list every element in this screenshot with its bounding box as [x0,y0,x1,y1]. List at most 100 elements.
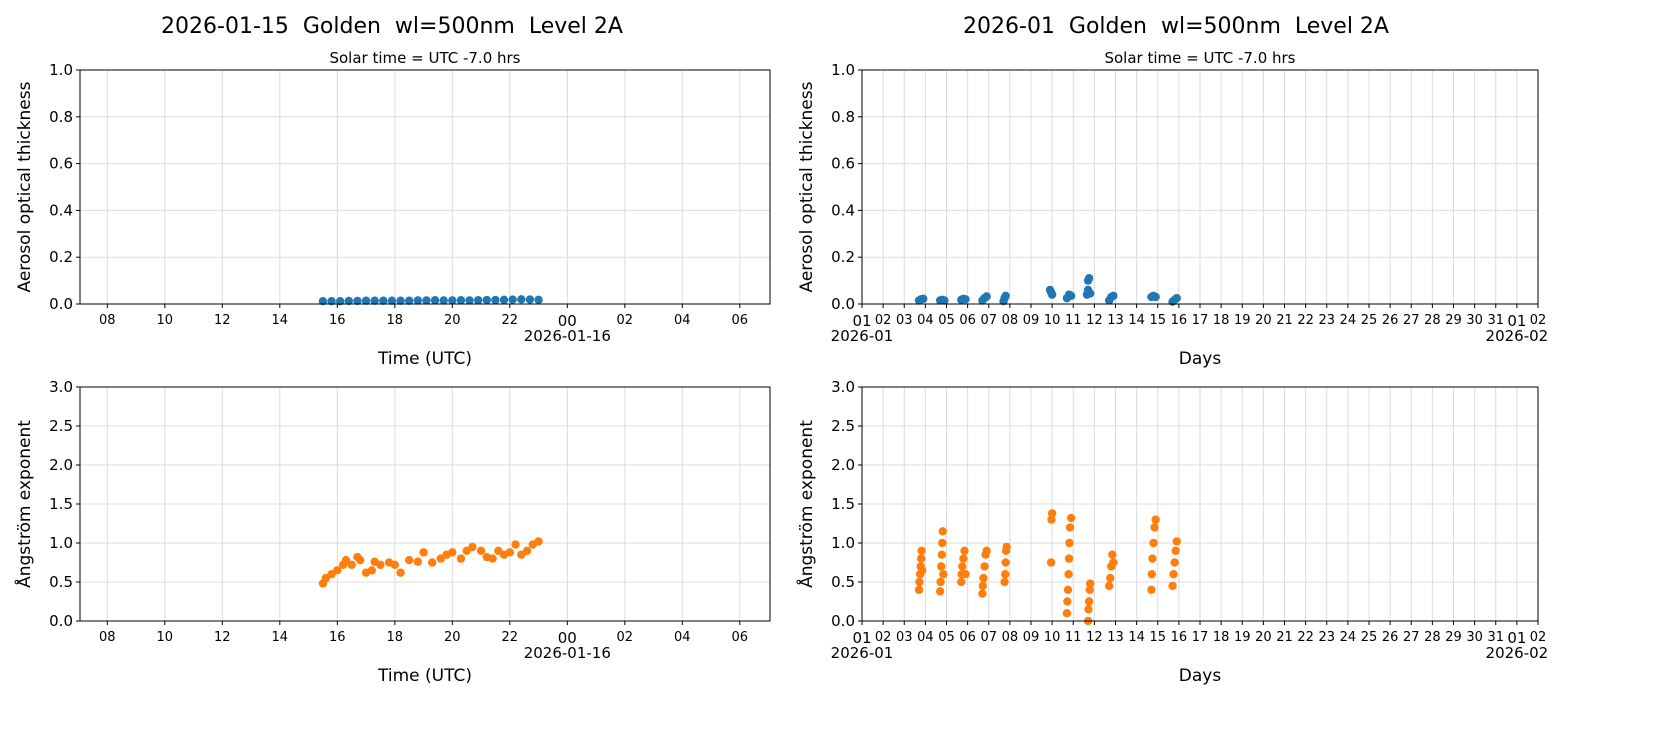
x-tick-label: 08 [1002,630,1019,645]
right-title: 2026-01 Golden wl=500nm Level 2A [963,14,1389,39]
x-tick-label: 14 [272,630,289,645]
data-point [396,296,405,305]
x-tick-label: 23 [1318,313,1335,328]
data-point [370,296,379,305]
data-point [936,577,945,587]
data-point [1104,581,1114,591]
data-point [1151,292,1160,302]
data-point [491,295,500,305]
x-tick-label: 11 [1065,313,1082,328]
x-tick-label: 03 [896,313,913,328]
data-point [318,296,328,306]
axes-frame [79,386,771,622]
y-tick-label: 0.4 [49,201,73,219]
x-tick-label: 27 [1403,630,1420,645]
subplot-1: 0.0 0.2 0.4 0.6 0.8 1.0 08 10 12 14 16 18 20 22 00 02 04… [15,61,771,369]
data-point [534,295,543,304]
x-tick-label: 17 [1192,630,1209,645]
data-point [517,295,526,304]
data-point [1109,558,1118,567]
x-tick-label: 05 [938,630,955,645]
data-point [1047,509,1057,518]
right-subtitle: Solar time = UTC -7.0 hrs [1104,49,1295,67]
x-tick-label: 06 [959,313,976,328]
data-point [1066,291,1076,301]
x-tick-label: 02 [1530,313,1547,328]
data-point [522,546,532,555]
x-tick-label: 03 [896,630,913,645]
x-tick-label: 19 [1234,630,1251,645]
x-tick-label: 06 [732,630,749,645]
x-tick-label: 20 [444,630,461,645]
x-tick-label: 13 [1107,313,1124,328]
data-point [344,296,354,306]
y-tick-label: 0.6 [49,155,73,173]
x-month-label: 2026-02 [1486,327,1549,345]
data-point [937,562,946,571]
x-month-label: 2026-02 [1486,644,1549,662]
data-point [1147,570,1157,579]
subplot-4: 0.0 0.5 1.0 1.5 2.0 2.5 3.0 01 02 03 04 05 06 07 08 09 1… [795,378,1548,686]
x-tick-label: 20 [1255,630,1272,645]
data-point [1047,290,1057,299]
y-tick-label: 1.0 [831,534,855,552]
x-tick-label: 27 [1403,313,1420,328]
data-point [456,554,466,563]
data-point [353,296,362,306]
data-point [1084,274,1094,283]
data-point [1106,573,1115,583]
y-tick-label: 0.0 [831,295,855,313]
x-tick-label: 18 [387,630,404,645]
data-point [1084,597,1094,606]
data-point [1085,289,1095,298]
data-point [1062,609,1072,618]
x-axis-label: Time (UTC) [377,349,472,369]
axes-frame [861,69,1539,305]
data-point [917,546,926,555]
x-tick-label: 25 [1361,313,1378,328]
x-tick-label: 22 [1297,630,1314,645]
y-tick-label: 0.2 [831,248,855,266]
data-point [508,295,517,304]
x-tick-label: 10 [1044,313,1061,328]
subplot-3: 0.0 0.5 1.0 1.5 2.0 2.5 3.0 08 10 12 14 16 18 20 22 00 0… [13,378,771,686]
data-point [980,562,989,571]
data-point [959,554,968,563]
data-point [390,560,400,570]
data-point [1148,554,1157,563]
data-point [482,295,492,305]
x-axis-label: Time (UTC) [377,666,472,686]
x-tick-label: 29 [1445,630,1462,645]
x-tick-label: 06 [959,630,976,645]
data-point [1002,542,1011,552]
x-date-label: 2026-01-16 [524,644,611,662]
data-point [1084,605,1093,614]
x-tick-label: 01 [852,629,871,647]
y-tick-label: 0.0 [49,295,73,313]
y-tick-label: 1.0 [49,61,73,79]
x-tick-label: 02 [875,313,892,328]
x-tick-label: 06 [732,313,749,328]
data-point [916,554,926,563]
x-tick-label: 00 [558,312,577,330]
x-tick-label: 29 [1445,313,1462,328]
x-tick-label: 10 [157,630,174,645]
x-tick-label: 02 [617,313,634,328]
x-axis-label: Days [1179,349,1222,369]
data-point [961,295,970,304]
x-tick-label: 16 [1171,630,1188,645]
x-tick-label: 09 [1023,313,1040,328]
data-point [335,296,345,306]
data-point [1001,570,1010,579]
data-point [1063,585,1073,594]
y-tick-label: 2.0 [49,456,73,474]
x-tick-label: 23 [1318,630,1335,645]
x-axis-label: Days [1179,666,1222,686]
data-point [427,558,437,567]
data-point [1150,523,1159,532]
data-point [1171,546,1180,555]
x-tick-label: 04 [917,630,934,645]
data-point [488,554,497,563]
x-date-label: 2026-01-16 [524,327,611,345]
data-point [525,295,535,304]
